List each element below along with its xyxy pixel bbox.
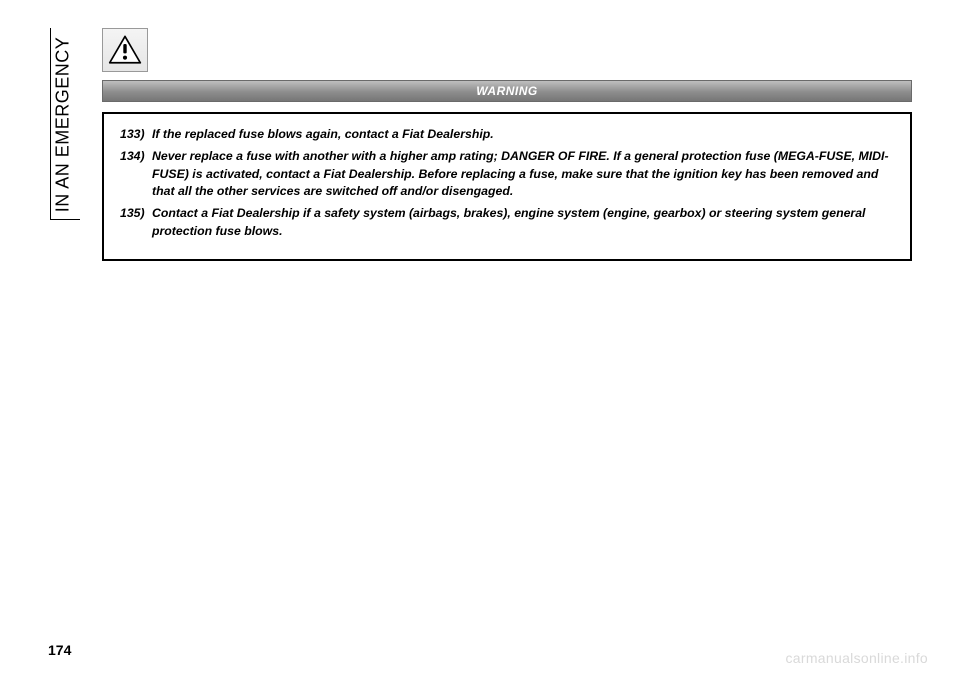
warning-text: If the replaced fuse blows again, contac… — [152, 126, 894, 144]
warning-icon-box — [102, 28, 148, 72]
warning-item: 133) If the replaced fuse blows again, c… — [120, 126, 894, 144]
warning-header-bar: WARNING — [102, 80, 912, 102]
warning-triangle-icon — [108, 35, 142, 65]
warning-num: 133) — [120, 126, 152, 144]
warning-body: 133) If the replaced fuse blows again, c… — [102, 112, 912, 261]
warning-item: 134) Never replace a fuse with another w… — [120, 148, 894, 201]
warning-text: Contact a Fiat Dealership if a safety sy… — [152, 205, 894, 241]
watermark: carmanualsonline.info — [786, 650, 929, 666]
content-area: WARNING 133) If the replaced fuse blows … — [102, 28, 912, 261]
side-tab-label: IN AN EMERGENCY — [53, 36, 74, 212]
side-tab: IN AN EMERGENCY — [48, 28, 78, 220]
warning-num: 134) — [120, 148, 152, 201]
warning-text: Never replace a fuse with another with a… — [152, 148, 894, 201]
page-number: 174 — [48, 642, 71, 658]
warning-item: 135) Contact a Fiat Dealership if a safe… — [120, 205, 894, 241]
warning-num: 135) — [120, 205, 152, 241]
page: IN AN EMERGENCY WARNING 133) If the repl… — [0, 0, 960, 686]
warning-header-text: WARNING — [476, 84, 538, 98]
